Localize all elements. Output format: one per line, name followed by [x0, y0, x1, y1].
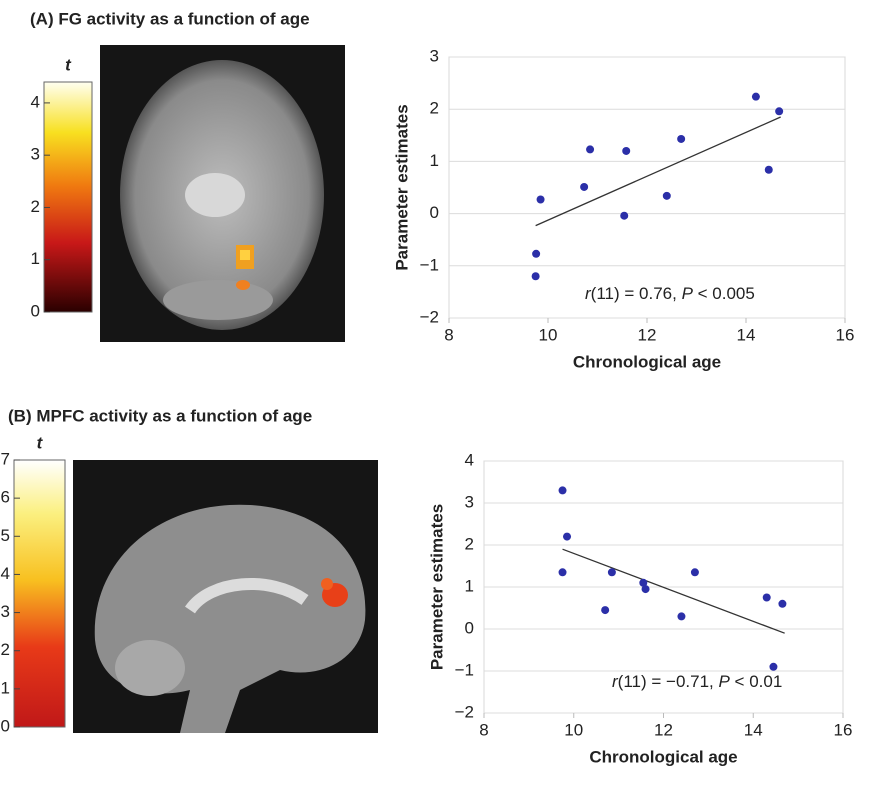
y-tick-label: 1: [430, 151, 439, 170]
colorbar-tick-label: 4: [1, 564, 10, 583]
colorbar-label: t: [37, 433, 44, 452]
colorbar-tick-label: 2: [1, 640, 10, 659]
y-tick-label: 2: [430, 99, 439, 118]
x-tick-label: 16: [836, 325, 855, 344]
colorbar: [14, 460, 65, 727]
y-tick-label: 0: [465, 618, 474, 637]
data-point: [775, 107, 783, 115]
panel-title: (B) MPFC activity as a function of age: [8, 406, 312, 425]
x-tick-label: 12: [638, 325, 657, 344]
data-point: [765, 166, 773, 174]
y-tick-label: 3: [465, 492, 474, 511]
y-tick-label: −2: [455, 702, 474, 721]
fit-line: [563, 549, 785, 633]
data-point: [559, 568, 567, 576]
data-point: [559, 486, 567, 494]
y-tick-label: −1: [420, 255, 439, 274]
colorbar-tick-label: 6: [1, 488, 10, 507]
x-tick-label: 16: [834, 720, 853, 739]
annotation-part: P: [718, 672, 730, 691]
y-tick-label: 2: [465, 534, 474, 553]
y-tick-label: −1: [455, 660, 474, 679]
data-point: [608, 568, 616, 576]
annotation: r(11) = −0.71, P < 0.01: [612, 672, 782, 691]
y-tick-label: −2: [420, 307, 439, 326]
data-point: [563, 533, 571, 541]
data-point: [677, 135, 685, 143]
plot-frame: [449, 57, 845, 318]
annotation: r(11) = 0.76, P < 0.005: [585, 284, 755, 303]
data-point: [663, 192, 671, 200]
colorbar-tick-label: 1: [1, 678, 10, 697]
x-tick-label: 8: [479, 720, 488, 739]
colorbar-tick-label: 5: [1, 526, 10, 545]
fit-line: [536, 117, 781, 226]
colorbar-label: t: [65, 55, 72, 74]
panel-title: (A) FG activity as a function of age: [30, 9, 310, 28]
data-point: [763, 594, 771, 602]
x-axis-label: Chronological age: [589, 747, 737, 766]
colorbar-tick-label: 0: [31, 301, 40, 320]
colorbar-tick-label: 0: [1, 716, 10, 735]
x-tick-label: 12: [654, 720, 673, 739]
data-point: [752, 93, 760, 101]
y-tick-label: 3: [430, 46, 439, 65]
data-point: [532, 272, 540, 280]
data-point: [532, 250, 540, 258]
y-axis-label: Parameter estimates: [392, 104, 411, 270]
x-axis-label: Chronological age: [573, 352, 721, 371]
colorbar-tick-label: 3: [31, 145, 40, 164]
data-point: [642, 585, 650, 593]
brain-image-b: [73, 460, 378, 733]
data-point: [778, 600, 786, 608]
y-tick-label: 0: [430, 203, 439, 222]
data-point: [691, 568, 699, 576]
annotation-part: < 0.01: [730, 672, 782, 691]
data-point: [769, 663, 777, 671]
y-axis-label: Parameter estimates: [427, 504, 446, 670]
annotation-part: P: [682, 284, 694, 303]
figure: t01234(A) FG activity as a function of a…: [0, 0, 876, 790]
x-tick-label: 14: [744, 720, 763, 739]
colorbar-tick-label: 3: [1, 602, 10, 621]
y-tick-label: 4: [465, 450, 474, 469]
data-point: [620, 212, 628, 220]
annotation-part: (11) = −0.71,: [618, 672, 719, 691]
data-point: [537, 196, 545, 204]
x-tick-label: 10: [564, 720, 583, 739]
colorbar: [44, 82, 92, 312]
x-tick-label: 8: [444, 325, 453, 344]
x-tick-label: 14: [737, 325, 756, 344]
data-point: [580, 183, 588, 191]
data-point: [622, 147, 630, 155]
annotation-part: (11) = 0.76,: [591, 284, 682, 303]
colorbar-tick-label: 1: [31, 249, 40, 268]
colorbar-tick-label: 7: [1, 449, 10, 468]
colorbar-tick-label: 4: [31, 92, 40, 111]
colorbar-tick-label: 2: [31, 197, 40, 216]
data-point: [601, 606, 609, 614]
brain-image-a: [100, 45, 345, 342]
annotation-part: < 0.005: [693, 284, 755, 303]
x-tick-label: 10: [539, 325, 558, 344]
y-tick-label: 1: [465, 576, 474, 595]
data-point: [586, 145, 594, 153]
data-point: [677, 612, 685, 620]
